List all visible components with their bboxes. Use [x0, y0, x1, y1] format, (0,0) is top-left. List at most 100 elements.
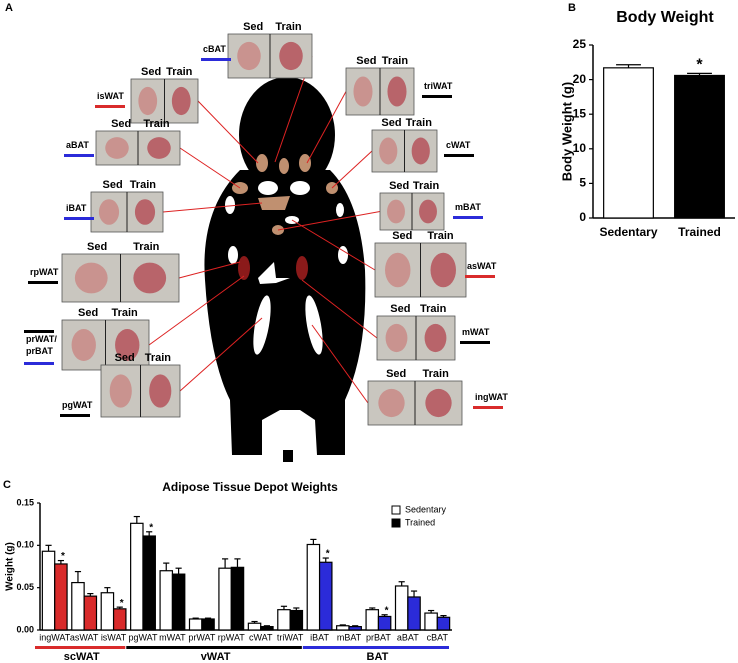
depot-label: aBAT — [66, 140, 89, 150]
tissue — [134, 199, 156, 225]
depot-label: asWAT — [467, 261, 497, 271]
tissue — [378, 388, 405, 418]
group-bar — [35, 646, 126, 649]
tissue — [387, 76, 407, 107]
train-label: Train — [133, 241, 160, 253]
error-bar — [339, 624, 346, 626]
x-tick-label: Trained — [678, 225, 721, 239]
tissue — [149, 374, 172, 408]
bar — [394, 585, 409, 631]
legend-swatch — [391, 505, 401, 515]
x-tick-label: cBAT — [427, 632, 449, 642]
tissue — [430, 252, 456, 288]
panel-label: B — [568, 2, 576, 14]
error-bar — [381, 614, 388, 617]
depot-color-bar — [60, 414, 90, 417]
train-label: Train — [382, 55, 409, 67]
bar — [71, 581, 85, 631]
error-bar — [398, 581, 405, 586]
depot-label-line: triWAT — [424, 81, 453, 91]
connector-line — [162, 202, 263, 213]
depot-color-bar — [422, 95, 452, 98]
significance-marker: * — [326, 549, 330, 560]
depot-color-bar — [24, 362, 54, 365]
bar — [674, 74, 725, 219]
x-tick-label: rpWAT — [218, 632, 245, 642]
bar — [188, 618, 203, 631]
x-tick-label: pgWAT — [128, 632, 158, 642]
connector-line — [331, 150, 373, 189]
y-tick-label: 5 — [579, 176, 586, 190]
depot-photo-group: Sed Train asWAT — [291, 219, 497, 298]
depot-label-line: iBAT — [66, 203, 87, 213]
depot-photo-group: Sed Train isWAT — [95, 66, 259, 164]
error-bar — [175, 567, 182, 575]
bar — [377, 615, 392, 631]
bar — [407, 596, 421, 631]
connector-line — [277, 211, 381, 231]
depot-photo-group: Sed Train cWAT — [331, 117, 474, 189]
tissue — [171, 86, 191, 116]
tissue — [98, 199, 120, 225]
error-bar — [280, 605, 288, 610]
bar — [201, 618, 215, 631]
bar — [424, 612, 438, 631]
bar — [260, 626, 274, 631]
depot-photo-group: Sed Train iBAT — [64, 179, 263, 233]
depot-label-line: prWAT/ — [26, 334, 57, 344]
tissue — [425, 388, 452, 418]
bar — [289, 609, 304, 631]
depot-color-bar — [473, 406, 503, 409]
depot-photo-group: Sed Train mBAT — [277, 180, 483, 231]
bar — [603, 67, 654, 219]
depot-color-bar — [201, 58, 231, 61]
error-bar — [222, 558, 229, 569]
depot-photo-group: Sed Train prWAT/prBAT — [24, 275, 245, 371]
bar — [336, 625, 350, 631]
depot-label: ingWAT — [475, 392, 508, 402]
bar — [365, 609, 380, 631]
depot-label: triWAT — [424, 81, 453, 91]
depot-label-line: cBAT — [203, 44, 226, 54]
legend-label: Sedentary — [405, 504, 447, 514]
error-bar — [616, 64, 641, 68]
y-axis-label: Weight (g) — [5, 542, 16, 591]
group-label: BAT — [367, 651, 389, 663]
depot-label: mWAT — [462, 327, 490, 337]
significance-marker: * — [149, 522, 153, 533]
bar — [318, 561, 333, 631]
depot-label-line: mWAT — [462, 327, 490, 337]
sed-label: Sed — [386, 368, 406, 380]
x-tick-label: cWAT — [249, 632, 273, 642]
depot-label: cWAT — [446, 140, 471, 150]
tissue — [419, 199, 437, 224]
error-bar — [440, 615, 447, 618]
sed-label: Sed — [103, 179, 123, 191]
connector-line — [291, 219, 376, 271]
train-label: Train — [275, 21, 302, 33]
tissue — [115, 329, 140, 361]
error-bar — [87, 592, 94, 597]
legend-swatch — [391, 518, 401, 528]
y-tick-label: 0.10 — [16, 540, 34, 550]
train-label: Train — [145, 352, 172, 364]
tissue — [385, 323, 408, 353]
y-tick-label: 15 — [573, 106, 587, 120]
depot-label-line: isWAT — [97, 91, 124, 101]
significance-marker: * — [120, 598, 124, 609]
connector-line — [197, 100, 259, 164]
tissue — [353, 76, 373, 107]
y-tick-label: 20 — [573, 72, 587, 86]
connector-line — [178, 261, 241, 279]
mouse-silhouette — [204, 77, 366, 462]
sed-label: Sed — [389, 180, 409, 192]
bar — [130, 522, 144, 631]
sed-label: Sed — [381, 117, 401, 129]
legend-label: Trained — [405, 517, 435, 527]
x-tick-label: asWAT — [70, 632, 99, 642]
y-tick-label: 0.05 — [16, 582, 34, 592]
error-bar — [163, 562, 170, 571]
group-bar — [302, 646, 449, 649]
y-tick-label: 0 — [579, 210, 586, 224]
